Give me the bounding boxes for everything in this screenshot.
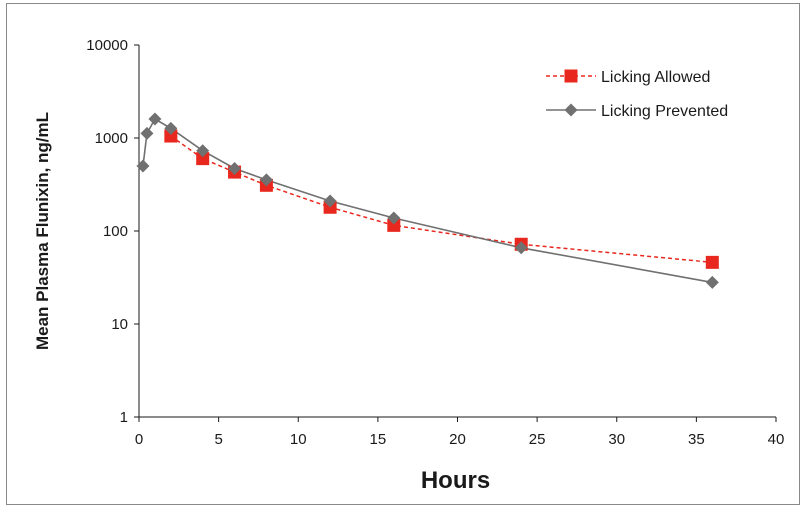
- legend-item: Licking Prevented: [546, 103, 728, 120]
- ticks: 1 10 100 1000 10000 0 5 10 15 20 25 30 35 40: [86, 37, 784, 448]
- data-point-diamond: [387, 211, 401, 225]
- legend-label: Licking Prevented: [601, 103, 728, 120]
- legend-marker: [564, 103, 578, 117]
- y-tick-label: 1000: [95, 130, 128, 147]
- x-tick-label: 10: [290, 431, 307, 448]
- data-point-diamond: [259, 173, 273, 187]
- x-tick-label: 35: [688, 431, 705, 448]
- series-layer: [136, 112, 719, 289]
- data-point-diamond: [323, 194, 337, 208]
- data-point-diamond: [196, 144, 210, 158]
- data-point-diamond: [514, 241, 528, 255]
- data-point-diamond: [140, 126, 154, 140]
- markers-licking-allowed: [164, 129, 719, 269]
- data-point-square: [705, 255, 719, 269]
- series-line: [142, 117, 713, 284]
- axes: [138, 45, 776, 418]
- y-tick-label: 10000: [86, 37, 128, 54]
- y-axis-title: Mean Plasma Flunixin, ng/mL: [33, 112, 52, 350]
- y-tick-label: 100: [103, 223, 128, 240]
- data-point-square: [387, 218, 401, 232]
- data-point-diamond: [705, 275, 719, 289]
- data-point-diamond: [148, 112, 162, 126]
- legend-label: Licking Allowed: [601, 69, 710, 86]
- data-point-diamond: [228, 161, 242, 175]
- x-tick-label: 30: [608, 431, 625, 448]
- x-tick-label: 20: [449, 431, 466, 448]
- data-point-diamond: [136, 159, 150, 173]
- markers-licking-prevented: [136, 112, 719, 289]
- x-axis-title: Hours: [421, 467, 490, 494]
- legend-item: Licking Allowed: [546, 69, 710, 86]
- x-tick-label: 40: [768, 431, 785, 448]
- series-licking-allowed: [170, 135, 713, 264]
- chart-frame: [6, 3, 800, 505]
- x-tick-label: 5: [214, 431, 222, 448]
- data-point-diamond: [164, 121, 178, 135]
- y-tick-label: 10: [111, 316, 128, 333]
- legend-marker: [564, 69, 578, 83]
- series-line: [170, 135, 713, 264]
- x-tick-label: 25: [529, 431, 546, 448]
- series-licking-prevented: [142, 117, 713, 284]
- data-point-square: [164, 129, 178, 143]
- legend: Licking Allowed Licking Prevented: [546, 69, 728, 120]
- x-tick-label: 0: [135, 431, 143, 448]
- data-point-square: [196, 152, 210, 166]
- x-tick-label: 15: [370, 431, 387, 448]
- y-tick-label: 1: [120, 409, 128, 426]
